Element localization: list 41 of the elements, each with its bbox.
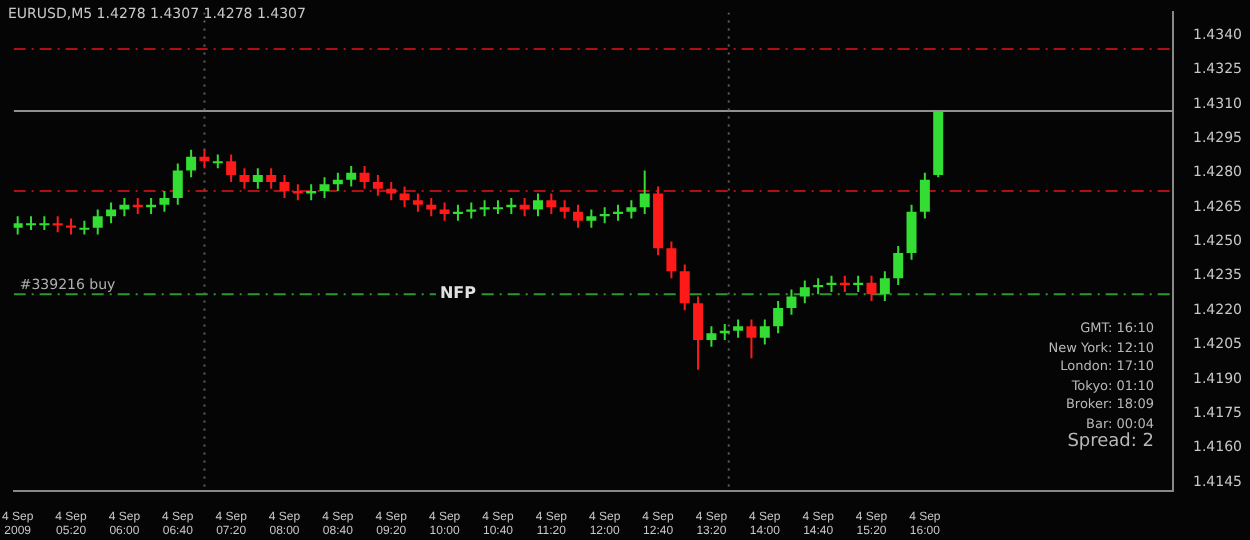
candlestick xyxy=(706,325,717,348)
candlestick xyxy=(172,162,183,206)
candlestick xyxy=(439,201,450,222)
candlestick xyxy=(92,208,103,236)
candlestick xyxy=(226,153,237,183)
candlestick xyxy=(879,270,890,303)
candlestick xyxy=(546,192,557,215)
candlestick xyxy=(733,318,744,339)
candlestick xyxy=(559,199,570,220)
candlestick xyxy=(639,169,650,215)
candlestick xyxy=(893,245,904,287)
candlestick xyxy=(359,164,370,190)
candlestick xyxy=(319,176,330,199)
candlestick xyxy=(919,171,930,220)
candlestick xyxy=(773,300,784,335)
candlestick xyxy=(679,263,690,312)
candlestick xyxy=(746,318,757,360)
annotation: Spread: 2 xyxy=(1065,432,1154,453)
annotation: NFP xyxy=(439,284,477,303)
candlestick xyxy=(866,274,877,303)
candlestick xyxy=(279,174,290,199)
candlestick xyxy=(412,192,423,213)
candlestick xyxy=(786,288,797,316)
candlestick xyxy=(346,164,357,188)
candlestick xyxy=(573,203,583,229)
candlestick xyxy=(159,190,170,213)
candlestick xyxy=(399,185,410,209)
candlestick xyxy=(666,240,677,280)
candlestick xyxy=(799,279,810,305)
candlestick xyxy=(759,318,770,346)
candlestick xyxy=(372,174,383,197)
candlestick xyxy=(586,208,597,229)
candlestick xyxy=(252,167,263,190)
candlestick xyxy=(626,199,637,220)
candlestick xyxy=(186,148,197,179)
candlestick xyxy=(906,203,917,261)
candlestick xyxy=(693,295,704,371)
candlestick xyxy=(532,192,543,218)
candlestick xyxy=(239,167,250,190)
candlestick xyxy=(266,167,277,190)
candlestick xyxy=(106,201,117,225)
